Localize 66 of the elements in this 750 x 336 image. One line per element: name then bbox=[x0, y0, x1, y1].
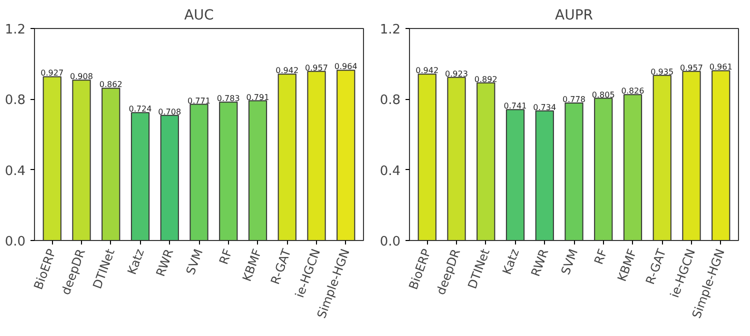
y-tick-label: 0.0 bbox=[4, 234, 26, 250]
bar bbox=[564, 102, 584, 240]
bar bbox=[594, 98, 613, 240]
data-label: 0.892 bbox=[474, 74, 498, 84]
x-tick-label: KBMF bbox=[614, 247, 640, 284]
x-tick-label: SVM bbox=[558, 247, 581, 276]
y-tick-label: 0.8 bbox=[380, 93, 401, 108]
data-label: 0.961 bbox=[709, 62, 732, 72]
x-tick-label: RWR bbox=[528, 247, 552, 278]
data-label: 0.942 bbox=[276, 66, 299, 76]
data-label: 0.957 bbox=[680, 63, 703, 72]
data-label: 0.724 bbox=[128, 104, 152, 114]
x-tick-label: SVM bbox=[183, 247, 206, 276]
bar bbox=[190, 104, 208, 240]
data-label: 0.708 bbox=[158, 107, 182, 116]
x-tick-label: RWR bbox=[153, 247, 176, 278]
data-label: 0.935 bbox=[650, 67, 674, 76]
data-label: 0.783 bbox=[216, 94, 240, 104]
x-tick-label: RF bbox=[592, 247, 610, 266]
data-label: 0.964 bbox=[334, 62, 358, 72]
bar bbox=[219, 102, 238, 240]
bar bbox=[623, 94, 642, 240]
y-tick-label: 0.4 bbox=[380, 164, 401, 179]
data-label: 0.778 bbox=[562, 95, 586, 104]
data-label: 0.942 bbox=[416, 66, 439, 76]
bar bbox=[130, 112, 150, 240]
data-label: 0.771 bbox=[188, 96, 210, 106]
y-tick-label: 1.2 bbox=[380, 22, 401, 38]
data-label: 0.791 bbox=[246, 92, 270, 102]
chart-title: AUPR bbox=[555, 8, 594, 24]
y-tick-label: 1.2 bbox=[4, 22, 26, 38]
bar bbox=[652, 74, 672, 240]
bar bbox=[42, 76, 62, 240]
bar bbox=[476, 82, 496, 240]
data-label: 0.734 bbox=[533, 102, 556, 112]
y-tick-label: 0.4 bbox=[4, 164, 26, 179]
data-label: 0.805 bbox=[592, 90, 615, 100]
data-label: 0.908 bbox=[70, 72, 93, 82]
data-label: 0.923 bbox=[445, 69, 468, 78]
bar bbox=[506, 109, 525, 240]
x-tick-label: Katz bbox=[124, 247, 147, 276]
x-tick-label: R-GAT bbox=[643, 246, 669, 286]
data-label: 0.826 bbox=[621, 86, 644, 96]
bar bbox=[160, 114, 179, 240]
x-tick-label: RF bbox=[216, 247, 235, 266]
bar bbox=[447, 76, 466, 240]
bar bbox=[278, 74, 296, 240]
bar bbox=[72, 80, 91, 240]
bar bbox=[682, 70, 701, 240]
bar bbox=[307, 70, 326, 240]
x-tick-label: Katz bbox=[500, 247, 522, 276]
y-tick-label: 0.0 bbox=[380, 234, 401, 250]
bar bbox=[248, 100, 268, 240]
bar bbox=[535, 110, 554, 240]
data-label: 0.927 bbox=[40, 68, 64, 78]
bar bbox=[102, 88, 120, 240]
y-tick-label: 0.8 bbox=[4, 93, 26, 108]
bar bbox=[336, 70, 356, 240]
x-tick-label: R-GAT bbox=[268, 246, 294, 286]
bar bbox=[418, 74, 436, 240]
data-label: 0.957 bbox=[305, 63, 328, 72]
bar bbox=[712, 70, 730, 240]
data-label: 0.862 bbox=[99, 80, 122, 90]
data-label: 0.741 bbox=[504, 102, 527, 111]
x-tick-label: KBMF bbox=[240, 247, 264, 284]
chart-title: AUC bbox=[184, 8, 214, 24]
